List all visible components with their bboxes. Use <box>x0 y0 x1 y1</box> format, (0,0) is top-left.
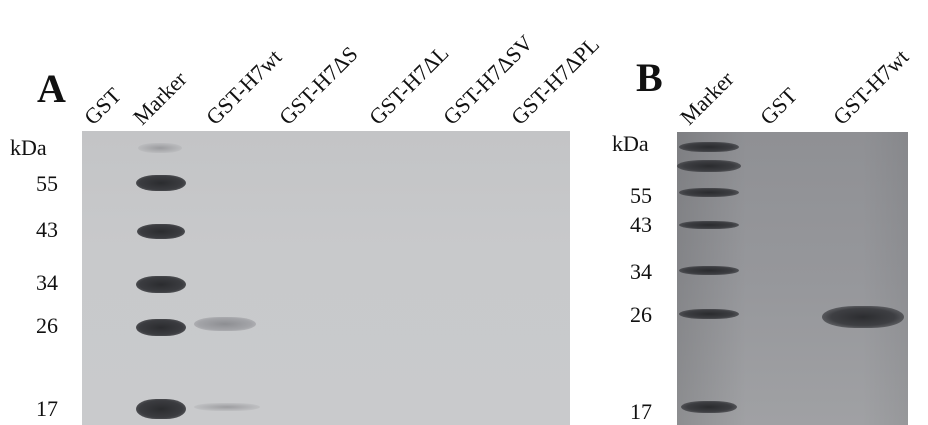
panel-a-marker-26: 26 <box>36 313 58 338</box>
panel-a-marker-band-55 <box>136 175 186 191</box>
panel-b-marker-26: 26 <box>630 302 652 327</box>
panel-b-kda-label: kDa <box>612 131 649 156</box>
panel-a-marker-55: 55 <box>36 171 58 196</box>
panel-a-lane-label-marker: Marker <box>128 66 192 130</box>
panel-b-lane-label-marker: Marker <box>675 66 739 130</box>
panel-b-marker-band-55 <box>679 188 739 197</box>
panel-b-marker-band-top <box>679 142 739 152</box>
panel-a-lane-label-gst-h7wt: GST-H7wt <box>201 44 287 130</box>
panel-b-letter: B <box>636 55 663 100</box>
panel-a-kda-label: kDa <box>10 135 47 160</box>
panel-a-lane-label-gst: GST <box>79 82 127 130</box>
panel-b-marker-34: 34 <box>630 259 652 284</box>
panel-b-marker-band-26 <box>679 309 739 319</box>
panel-a-sample-band-faint <box>194 403 260 411</box>
panel-b-marker-55: 55 <box>630 183 652 208</box>
panel-b-blot <box>677 132 908 425</box>
panel-a-sample-band-gst-h7wt <box>194 317 256 331</box>
panel-a-blot <box>82 131 570 425</box>
panel-b-marker-band-43 <box>679 221 739 229</box>
panel-a-marker-43: 43 <box>36 217 58 242</box>
panel-a-marker-band-34 <box>136 276 186 293</box>
panel-b-lane-label-gst-h7wt: GST-H7wt <box>828 44 914 130</box>
panel-a-marker-17: 17 <box>36 396 58 421</box>
panel-a-marker-band-top <box>138 143 182 153</box>
panel-a-lane-label-gst-h7-delta-s: GST-H7ΔS <box>274 41 363 130</box>
panel-b-marker-band-upper <box>677 160 741 172</box>
panel-a-marker-band-17 <box>136 399 186 419</box>
panel-b-marker-band-17 <box>681 401 737 413</box>
panel-a-marker-band-43 <box>137 224 185 239</box>
panel-a-marker-band-26 <box>136 319 186 336</box>
panel-b-lane-label-gst: GST <box>755 82 803 130</box>
panel-b-marker-17: 17 <box>630 399 652 424</box>
panel-a-lane-label-gst-h7-delta-l: GST-H7ΔL <box>364 40 454 130</box>
panel-b-marker-43: 43 <box>630 212 652 237</box>
panel-b-marker-band-34 <box>679 266 739 275</box>
panel-a-letter: A <box>37 66 66 111</box>
panel-a-marker-34: 34 <box>36 270 58 295</box>
panel-b-sample-band-gst-h7wt <box>822 306 904 328</box>
